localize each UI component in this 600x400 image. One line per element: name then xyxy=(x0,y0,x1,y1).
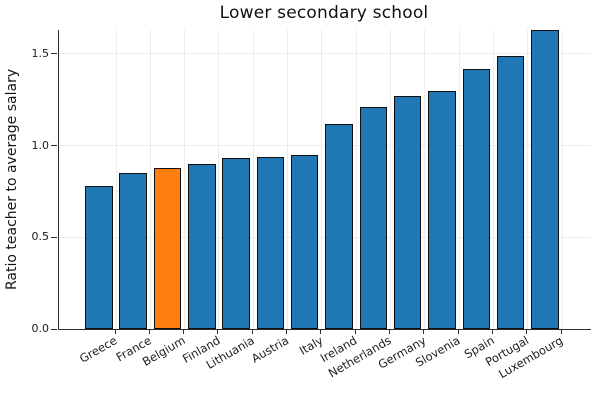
x-tick-mark xyxy=(560,330,562,334)
bar-ireland xyxy=(325,123,353,329)
bar-finland xyxy=(188,163,216,329)
v-gridline xyxy=(492,30,494,329)
v-gridline xyxy=(184,30,186,329)
v-gridline xyxy=(355,30,357,329)
y-tick-label: 1.5 xyxy=(31,46,50,60)
h-gridline xyxy=(59,236,591,238)
bar-spain xyxy=(462,68,490,329)
y-tick-mark xyxy=(51,145,57,147)
x-tick-mark xyxy=(183,330,185,334)
v-gridline xyxy=(252,30,254,329)
v-gridline xyxy=(424,30,426,329)
x-tick-mark xyxy=(526,330,528,334)
x-tick-mark xyxy=(320,330,322,334)
v-gridline xyxy=(321,30,323,329)
bar-lithuania xyxy=(222,158,250,329)
x-tick-mark xyxy=(491,330,493,334)
bar-portugal xyxy=(496,55,525,329)
v-gridline xyxy=(115,30,117,329)
x-tick-mark xyxy=(388,330,390,334)
x-tick-mark xyxy=(457,330,459,334)
v-gridline xyxy=(527,30,529,329)
y-tick-mark xyxy=(51,236,57,238)
x-tick-mark xyxy=(217,330,219,334)
x-tick-mark xyxy=(423,330,425,334)
v-gridline xyxy=(218,30,220,329)
x-tick-label-austria: Austria xyxy=(248,333,292,366)
x-tick-mark xyxy=(114,330,116,334)
chart-title: Lower secondary school xyxy=(219,3,429,23)
bar-greece xyxy=(85,185,113,329)
x-tick-label-greece: Greece xyxy=(77,333,120,366)
bar-germany xyxy=(393,96,422,329)
bar-france xyxy=(119,173,147,329)
y-tick-mark xyxy=(51,328,57,330)
y-tick-label: 0.5 xyxy=(31,230,50,244)
v-gridline xyxy=(389,30,391,329)
bar-austria xyxy=(256,156,285,329)
x-tick-mark xyxy=(251,330,253,334)
x-tick-mark xyxy=(286,330,288,334)
y-tick-mark xyxy=(51,53,57,55)
bar-netherlands xyxy=(359,107,388,329)
x-tick-mark xyxy=(354,330,356,334)
v-gridline xyxy=(458,30,460,329)
y-tick-label: 0.0 xyxy=(31,322,50,335)
v-gridline xyxy=(149,30,151,329)
bar-belgium xyxy=(153,167,182,329)
bar-luxembourg xyxy=(531,30,559,329)
bar-slovenia xyxy=(428,90,456,329)
bar-italy xyxy=(290,154,319,329)
h-gridline xyxy=(59,53,591,55)
x-tick-mark xyxy=(148,330,150,334)
plot-area xyxy=(58,30,591,330)
h-gridline xyxy=(59,145,591,147)
y-tick-label: 1.0 xyxy=(31,138,50,152)
v-gridline xyxy=(287,30,289,329)
v-gridline xyxy=(561,30,563,329)
y-axis-label: Ratio teacher to average salary xyxy=(4,68,20,291)
